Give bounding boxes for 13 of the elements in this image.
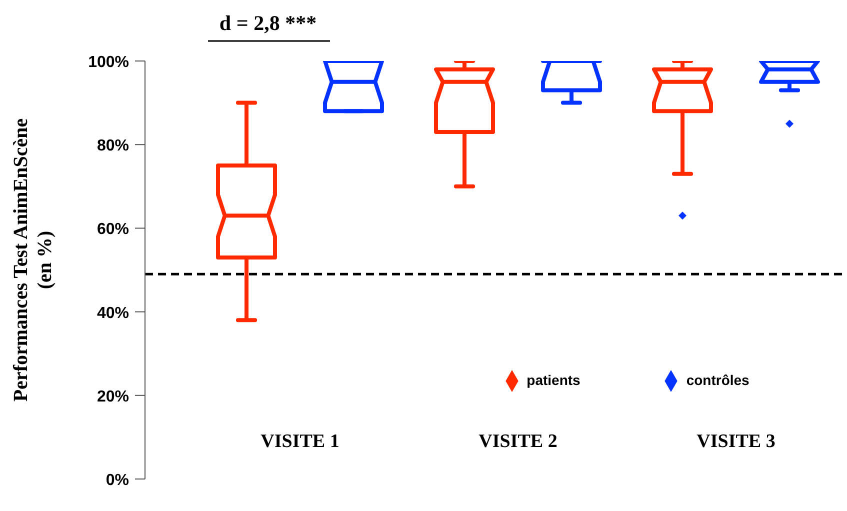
y-tick-label: 80% — [96, 138, 129, 155]
text: d = 2,8 *** — [219, 11, 317, 35]
legend-label: contrôles — [686, 372, 750, 388]
legend-label: patients — [526, 372, 580, 388]
y-tick-label: 0% — [106, 472, 129, 489]
x-tick-label: VISITE 1 — [260, 431, 340, 452]
y-axis-title: Performances Test AnimEnScène (en %) — [10, 118, 56, 402]
y-tick-label: 20% — [96, 388, 129, 406]
x-tick-label: VISITE 3 — [696, 431, 776, 452]
y-tick-label: 40% — [96, 304, 129, 322]
y-tick-label: 100% — [88, 54, 129, 71]
y-tick-label: 60% — [96, 221, 129, 238]
x-tick-label: VISITE 2 — [478, 431, 558, 452]
